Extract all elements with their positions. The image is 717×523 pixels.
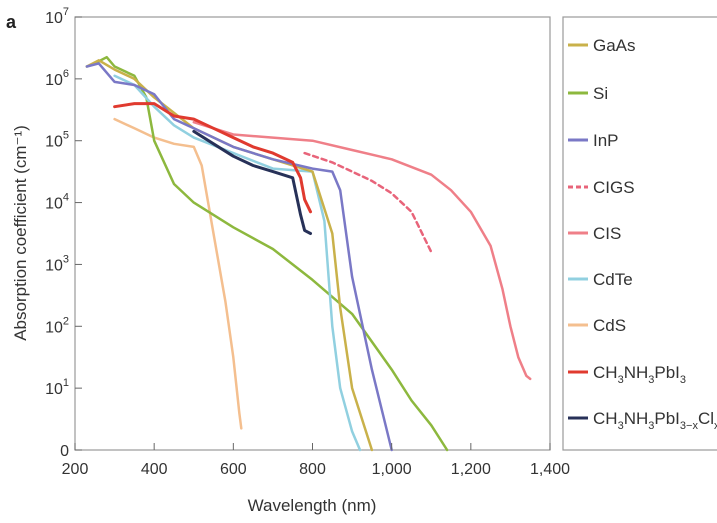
y-tick-label-7: 107: [45, 6, 69, 27]
y-tick-label-3: 103: [45, 253, 69, 274]
y-tick-exponent-3: 3: [63, 253, 69, 265]
y-tick-label-0: 0: [60, 443, 69, 460]
series-line-8: [192, 129, 312, 235]
y-tick-exponent-5: 5: [63, 130, 69, 142]
legend: GaAsSiInPCIGSCISCdTeCdSCH3NH3PbI3CH3NH3P…: [568, 36, 717, 432]
y-tick-base-4: 10: [45, 196, 63, 213]
y-axis-title: Absorption coefficient (cm⁻¹): [11, 125, 30, 341]
legend-label-7-part-4: PbI: [654, 363, 680, 382]
legend-label-7-part-0: CH: [593, 363, 618, 382]
y-tick-base-0: 0: [60, 443, 69, 460]
legend-label-8-part-3: 3: [648, 420, 654, 432]
legend-frame: [562, 16, 717, 451]
x-axis: 200 400 600 800 1,000 1,200 1,400: [62, 443, 570, 478]
x-tick-label-6: 1,400: [530, 461, 570, 478]
legend-label-6: CdS: [593, 316, 626, 335]
legend-label-5: CdTe: [593, 270, 633, 289]
x-tick-label-4: 1,000: [372, 461, 412, 478]
legend-label-8-part-2: NH: [624, 409, 649, 428]
y-tick-exponent-7: 7: [63, 6, 69, 18]
series-line-1: [85, 55, 449, 452]
y-tick-exponent-4: 4: [63, 192, 69, 204]
series-layer: [85, 55, 532, 452]
y-tick-exponent-6: 6: [63, 68, 69, 80]
legend-label-8-part-7: x: [714, 420, 717, 432]
series-line-0: [85, 59, 374, 452]
y-tick-label-4: 104: [45, 192, 69, 213]
legend-label-4: CIS: [593, 224, 621, 243]
series-line-5: [113, 74, 362, 452]
legend-label-7: CH3NH3PbI3: [593, 363, 686, 386]
y-tick-base-3: 10: [45, 257, 63, 274]
y-tick-label-1: 101: [45, 377, 69, 398]
legend-label-7-part-2: NH: [624, 363, 649, 382]
y-tick-label-6: 106: [45, 68, 69, 89]
y-tick-exponent-2: 2: [63, 315, 69, 327]
x-tick-label-0: 200: [62, 461, 89, 478]
legend-label-8-part-6: Cl: [698, 409, 714, 428]
series-line-2: [85, 62, 393, 452]
plot-frame: [74, 16, 551, 451]
x-tick-label-2: 600: [220, 461, 247, 478]
legend-label-7-part-3: 3: [648, 374, 654, 386]
y-tick-label-2: 102: [45, 315, 69, 336]
legend-label-3: CIGS: [593, 178, 635, 197]
series-line-7: [113, 102, 312, 214]
legend-label-8-part-1: 3: [618, 420, 624, 432]
legend-label-8-part-5: 3−x: [680, 420, 699, 432]
y-tick-base-2: 10: [45, 319, 63, 336]
series-line-3: [303, 151, 433, 254]
y-tick-base-1: 10: [45, 381, 63, 398]
x-axis-title: Wavelength (nm): [248, 496, 377, 515]
legend-label-8-part-4: PbI: [654, 409, 680, 428]
y-tick-base-6: 10: [45, 72, 63, 89]
legend-label-8: CH3NH3PbI3−xClx: [593, 409, 717, 432]
y-tick-base-7: 10: [45, 10, 63, 27]
legend-label-0: GaAs: [593, 36, 636, 55]
x-tick-label-5: 1,200: [451, 461, 491, 478]
y-tick-label-5: 105: [45, 130, 69, 151]
series-line-4: [192, 120, 532, 381]
x-tick-label-3: 800: [299, 461, 326, 478]
legend-label-1: Si: [593, 84, 608, 103]
series-line-6: [113, 117, 243, 430]
legend-label-2: InP: [593, 131, 619, 150]
y-tick-base-5: 10: [45, 134, 63, 151]
legend-label-8-part-0: CH: [593, 409, 618, 428]
y-tick-exponent-1: 1: [63, 377, 69, 389]
panel-label: a: [6, 12, 17, 32]
legend-label-7-part-1: 3: [618, 374, 624, 386]
x-tick-label-1: 400: [141, 461, 168, 478]
legend-label-7-part-5: 3: [680, 374, 686, 386]
